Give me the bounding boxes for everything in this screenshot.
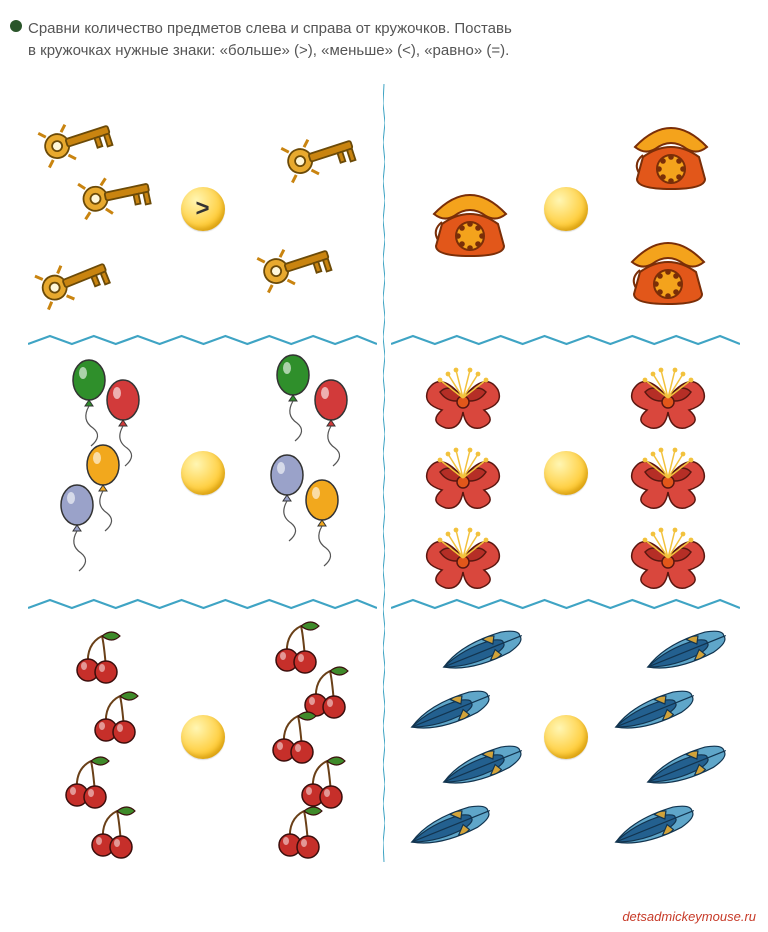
flower-icon <box>625 364 711 432</box>
feather-icon <box>432 734 530 800</box>
answer-circle[interactable] <box>181 715 225 759</box>
compare-row: > <box>28 84 377 334</box>
exercise-grid: > <box>28 84 740 862</box>
exercise-balloons <box>28 348 377 598</box>
cherry-icon <box>86 690 144 744</box>
balloon-icon <box>302 478 342 568</box>
phone-icon <box>625 115 717 193</box>
key-icon <box>29 242 122 315</box>
feather-icon <box>432 619 530 685</box>
exercise-feathers <box>391 612 740 862</box>
compare-row <box>28 348 377 598</box>
feather-icon <box>604 679 702 745</box>
feather-icon <box>400 794 498 860</box>
instruction-line-2: в кружочках нужные знаки: «больше» (>), … <box>28 42 509 59</box>
horizontal-separator <box>391 598 740 612</box>
right-group <box>233 348 378 598</box>
key-icon <box>73 162 163 224</box>
instruction-text: Сравни количество предметов слева и спра… <box>28 18 740 62</box>
compare-row <box>391 612 740 862</box>
flower-icon <box>420 364 506 432</box>
left-group <box>28 612 173 862</box>
cherry-icon <box>68 630 126 684</box>
exercise-phones <box>391 84 740 334</box>
instruction-line-1: Сравни количество предметов слева и спра… <box>28 20 512 37</box>
key-icon <box>251 229 343 298</box>
balloon-icon <box>273 353 313 443</box>
cherry-icon <box>57 755 115 809</box>
answer-circle[interactable]: > <box>181 187 225 231</box>
feather-icon <box>636 734 734 800</box>
exercise-cherries <box>28 612 377 862</box>
right-group <box>596 348 741 598</box>
compare-row <box>391 348 740 598</box>
right-group <box>596 84 741 334</box>
key-icon <box>276 119 368 188</box>
key-icon <box>32 104 124 173</box>
cherry-icon <box>83 805 141 859</box>
answer-circle[interactable] <box>544 451 588 495</box>
balloon-icon <box>57 483 97 573</box>
horizontal-separator <box>28 598 377 612</box>
phone-icon <box>622 230 714 308</box>
answer-circle[interactable] <box>544 187 588 231</box>
left-group <box>391 348 536 598</box>
right-group <box>596 612 741 862</box>
balloon-icon <box>311 378 351 468</box>
cherry-icon <box>293 755 351 809</box>
flower-icon <box>625 524 711 592</box>
right-group <box>233 612 378 862</box>
cherry-icon <box>270 805 328 859</box>
feather-icon <box>604 794 702 860</box>
right-group <box>233 84 378 334</box>
left-group <box>391 612 536 862</box>
vertical-separator <box>383 84 385 862</box>
flower-icon <box>420 444 506 512</box>
exercise-keys: > <box>28 84 377 334</box>
left-group <box>391 84 536 334</box>
answer-circle[interactable] <box>181 451 225 495</box>
feather-icon <box>400 679 498 745</box>
answer-circle[interactable] <box>544 715 588 759</box>
flower-icon <box>625 444 711 512</box>
exercise-flowers <box>391 348 740 598</box>
horizontal-separator <box>391 334 740 348</box>
flower-icon <box>420 524 506 592</box>
left-group <box>28 84 173 334</box>
left-group <box>28 348 173 598</box>
bullet-icon <box>10 20 22 32</box>
watermark: detsadmickeymouse.ru <box>622 909 756 924</box>
compare-row <box>28 612 377 862</box>
feather-icon <box>636 619 734 685</box>
horizontal-separator <box>28 334 377 348</box>
phone-icon <box>424 182 516 260</box>
compare-row <box>391 84 740 334</box>
